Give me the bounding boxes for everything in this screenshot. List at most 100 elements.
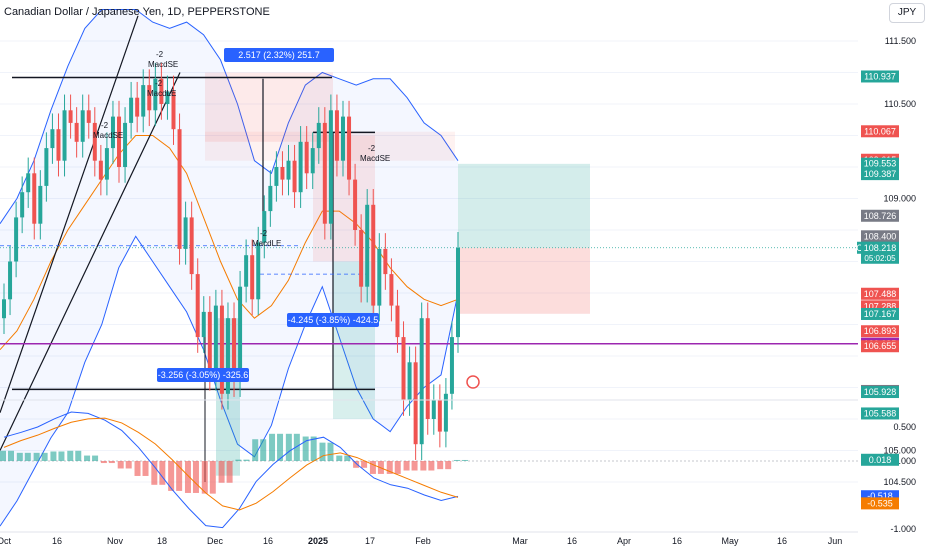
macd-axis: 0.500 0.000 -1.000 0.018 -0.518-0.535 xyxy=(861,422,916,534)
price-label: 109.387 xyxy=(864,169,897,179)
candle-body xyxy=(110,116,115,149)
histogram-bar xyxy=(319,442,326,461)
histogram-bar xyxy=(201,461,208,494)
histogram-bar xyxy=(411,461,418,471)
candle-body xyxy=(280,167,285,180)
strategy-qty: -2 xyxy=(368,144,376,153)
candle-body xyxy=(171,91,176,130)
histogram-bar xyxy=(84,455,91,461)
price-label-box xyxy=(861,157,899,170)
strategy-name: MacdLE xyxy=(147,89,176,98)
histogram-bar xyxy=(192,461,199,493)
histogram-bar xyxy=(117,461,124,469)
price-tick: 109.000 xyxy=(883,194,916,204)
candle-body xyxy=(195,274,200,338)
histogram-bar xyxy=(386,461,393,474)
histogram-bar xyxy=(420,461,427,471)
histogram-bar xyxy=(235,459,242,461)
price-label-box xyxy=(861,307,899,320)
measurement-badge xyxy=(287,313,379,327)
candle-body xyxy=(86,110,91,123)
candle-body xyxy=(347,116,352,180)
histogram-bar xyxy=(252,439,259,461)
measurement-label: -4.245 (-3.85%) -424.5 xyxy=(288,315,379,325)
measurement-badge xyxy=(224,48,334,62)
current-price-box xyxy=(861,241,899,264)
candle-body xyxy=(135,97,140,117)
histogram-bar xyxy=(108,461,115,464)
candle-body xyxy=(8,261,13,300)
candle-body xyxy=(286,160,291,180)
histogram-bar xyxy=(310,436,317,461)
histogram-bar xyxy=(142,461,149,476)
candle-body xyxy=(250,255,255,300)
price-label: 105.588 xyxy=(864,408,897,418)
candle-body xyxy=(44,148,49,186)
time-tick: Mar xyxy=(512,536,528,546)
price-tick: 105.000 xyxy=(883,446,916,456)
time-tick: 2025 xyxy=(308,536,328,546)
candle-body xyxy=(141,85,146,117)
candle-body xyxy=(371,204,376,306)
histogram-bar xyxy=(353,461,360,468)
current-price-label: 108.218 xyxy=(864,243,897,253)
time-tick: 17 xyxy=(365,536,375,546)
candle-body xyxy=(431,400,436,419)
candle-body xyxy=(232,318,237,382)
candle-body xyxy=(359,230,364,287)
histogram-bar xyxy=(176,461,183,491)
candle-body xyxy=(14,217,19,262)
trendline xyxy=(0,15,139,413)
histogram-bar xyxy=(8,450,14,461)
macd-label: -0.535 xyxy=(867,498,893,508)
candle-body xyxy=(153,78,158,111)
price-label-box xyxy=(861,125,899,138)
candle-body xyxy=(165,91,170,104)
moving-average-line xyxy=(0,135,459,351)
candle-body xyxy=(207,311,212,375)
time-tick: Apr xyxy=(617,536,631,546)
candle-body xyxy=(310,148,315,174)
histogram-bar xyxy=(293,433,300,461)
histogram-bar xyxy=(33,452,40,461)
price-label: 107.288 xyxy=(864,301,897,311)
candle-body xyxy=(74,122,79,142)
time-tick: 16 xyxy=(567,536,577,546)
macd-tick: 0.000 xyxy=(893,456,916,466)
candle-body xyxy=(353,179,358,230)
strategy-qty: -2 xyxy=(156,50,164,59)
histogram-bar xyxy=(302,436,309,461)
measurement-label: 2.517 (2.32%) 251.7 xyxy=(238,50,320,60)
signal-line xyxy=(3,417,459,511)
macd-label-box xyxy=(861,453,899,466)
histogram-bar xyxy=(454,459,460,461)
strategy-name: MacdSE xyxy=(360,154,390,163)
candle-body xyxy=(383,248,388,275)
price-label-box xyxy=(861,325,899,338)
price-label-box xyxy=(861,168,899,181)
price-label: 108.400 xyxy=(864,231,897,241)
histogram-bar xyxy=(50,451,57,461)
histogram-bar xyxy=(260,439,267,461)
histogram-bar xyxy=(134,461,141,476)
price-label: 110.067 xyxy=(864,126,896,136)
histogram-bar xyxy=(100,461,107,464)
candle-body xyxy=(456,247,460,338)
macd-histogram xyxy=(0,433,468,494)
candle-body xyxy=(201,311,206,338)
price-tick: 110.500 xyxy=(884,99,916,109)
candle-body xyxy=(20,192,25,218)
price-label-box xyxy=(861,386,899,399)
replay-icon xyxy=(466,375,480,389)
price-label-box xyxy=(861,230,899,243)
candle-body xyxy=(389,274,394,306)
time-tick: 16 xyxy=(52,536,62,546)
currency-button[interactable]: JPY xyxy=(889,3,925,23)
candle-body xyxy=(437,400,442,432)
candle-body xyxy=(419,318,424,445)
strategy-name: MacdSE xyxy=(148,60,178,69)
candle-body xyxy=(159,78,164,104)
candle-body xyxy=(268,185,273,212)
strategy-qty: -2 xyxy=(260,229,268,238)
